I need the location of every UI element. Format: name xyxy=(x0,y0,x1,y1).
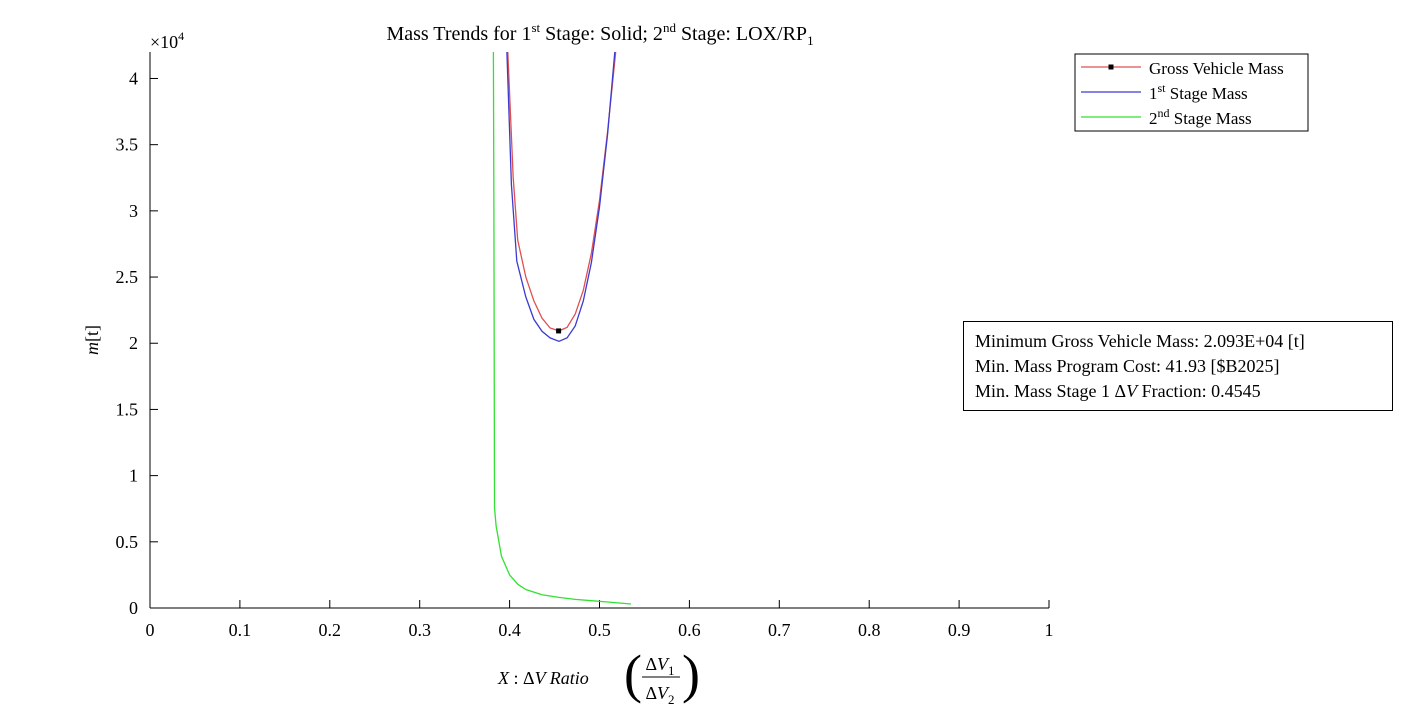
series-stage2-mass xyxy=(492,52,632,605)
x-tick-label: 0.4 xyxy=(498,620,521,640)
x-tick-label: 0.6 xyxy=(678,620,701,640)
chart-title: Mass Trends for 1st Stage: Solid; 2nd St… xyxy=(386,20,813,48)
x-tick-label: 1 xyxy=(1045,620,1054,640)
legend: Gross Vehicle Mass 1st Stage Mass 2nd St… xyxy=(1074,53,1309,132)
series-layer xyxy=(492,52,632,605)
y-tick-label: 0.5 xyxy=(116,532,139,552)
y-tick-label: 3.5 xyxy=(116,135,139,155)
svg-text:): ) xyxy=(682,644,700,704)
y-exponent-label: ×104 xyxy=(150,29,184,52)
y-tick-label: 2 xyxy=(129,333,138,353)
y-tick-label: 3 xyxy=(129,201,138,221)
legend-entry-stage1: 1st Stage Mass xyxy=(1149,81,1248,103)
y-tick-label: 4 xyxy=(129,68,138,88)
annotation-box: Minimum Gross Vehicle Mass: 2.093E+04 [t… xyxy=(963,321,1393,411)
x-tick-label: 0.9 xyxy=(948,620,971,640)
y-tick-label: 1 xyxy=(129,466,138,486)
svg-text:ΔV1: ΔV1 xyxy=(645,654,674,678)
minimum-mass-marker xyxy=(556,328,562,334)
svg-text:(: ( xyxy=(624,644,642,704)
x-tick-label: 0.3 xyxy=(408,620,431,640)
x-tick-label: 0.7 xyxy=(768,620,791,640)
series-stage1-mass xyxy=(506,52,616,343)
y-axis-label: m[t] xyxy=(82,325,102,355)
x-axis-label: X : ΔV Ratio ( ΔV1 ΔV2 ) xyxy=(497,644,700,707)
x-tick-label: 0 xyxy=(146,620,155,640)
annotation-program-cost: Min. Mass Program Cost: 41.93 [$B2025] xyxy=(975,356,1280,376)
y-ticks: 0 0.5 1 1.5 2 2.5 3 3.5 4 xyxy=(116,68,158,618)
svg-text:ΔV2: ΔV2 xyxy=(645,683,674,707)
annotation-dv-fraction: Min. Mass Stage 1 ΔV Fraction: 0.4545 xyxy=(975,381,1261,401)
x-ticks: 0 0.1 0.2 0.3 0.4 0.5 0.6 0.7 0.8 0.9 1 xyxy=(146,600,1054,640)
legend-marker-gross xyxy=(1108,64,1114,70)
axes xyxy=(149,52,1049,609)
legend-entry-gross: Gross Vehicle Mass xyxy=(1149,59,1284,78)
x-tick-label: 0.8 xyxy=(858,620,881,640)
legend-entry-stage2: 2nd Stage Mass xyxy=(1149,106,1252,128)
x-tick-label: 0.5 xyxy=(588,620,611,640)
svg-text:X : ΔV Ratio: X : ΔV Ratio xyxy=(497,668,589,688)
y-tick-label: 0 xyxy=(129,598,138,618)
y-tick-label: 1.5 xyxy=(116,399,139,419)
x-tick-label: 0.1 xyxy=(229,620,252,640)
y-tick-label: 2.5 xyxy=(116,267,139,287)
annotation-min-mass: Minimum Gross Vehicle Mass: 2.093E+04 [t… xyxy=(975,331,1305,351)
x-tick-label: 0.2 xyxy=(319,620,342,640)
